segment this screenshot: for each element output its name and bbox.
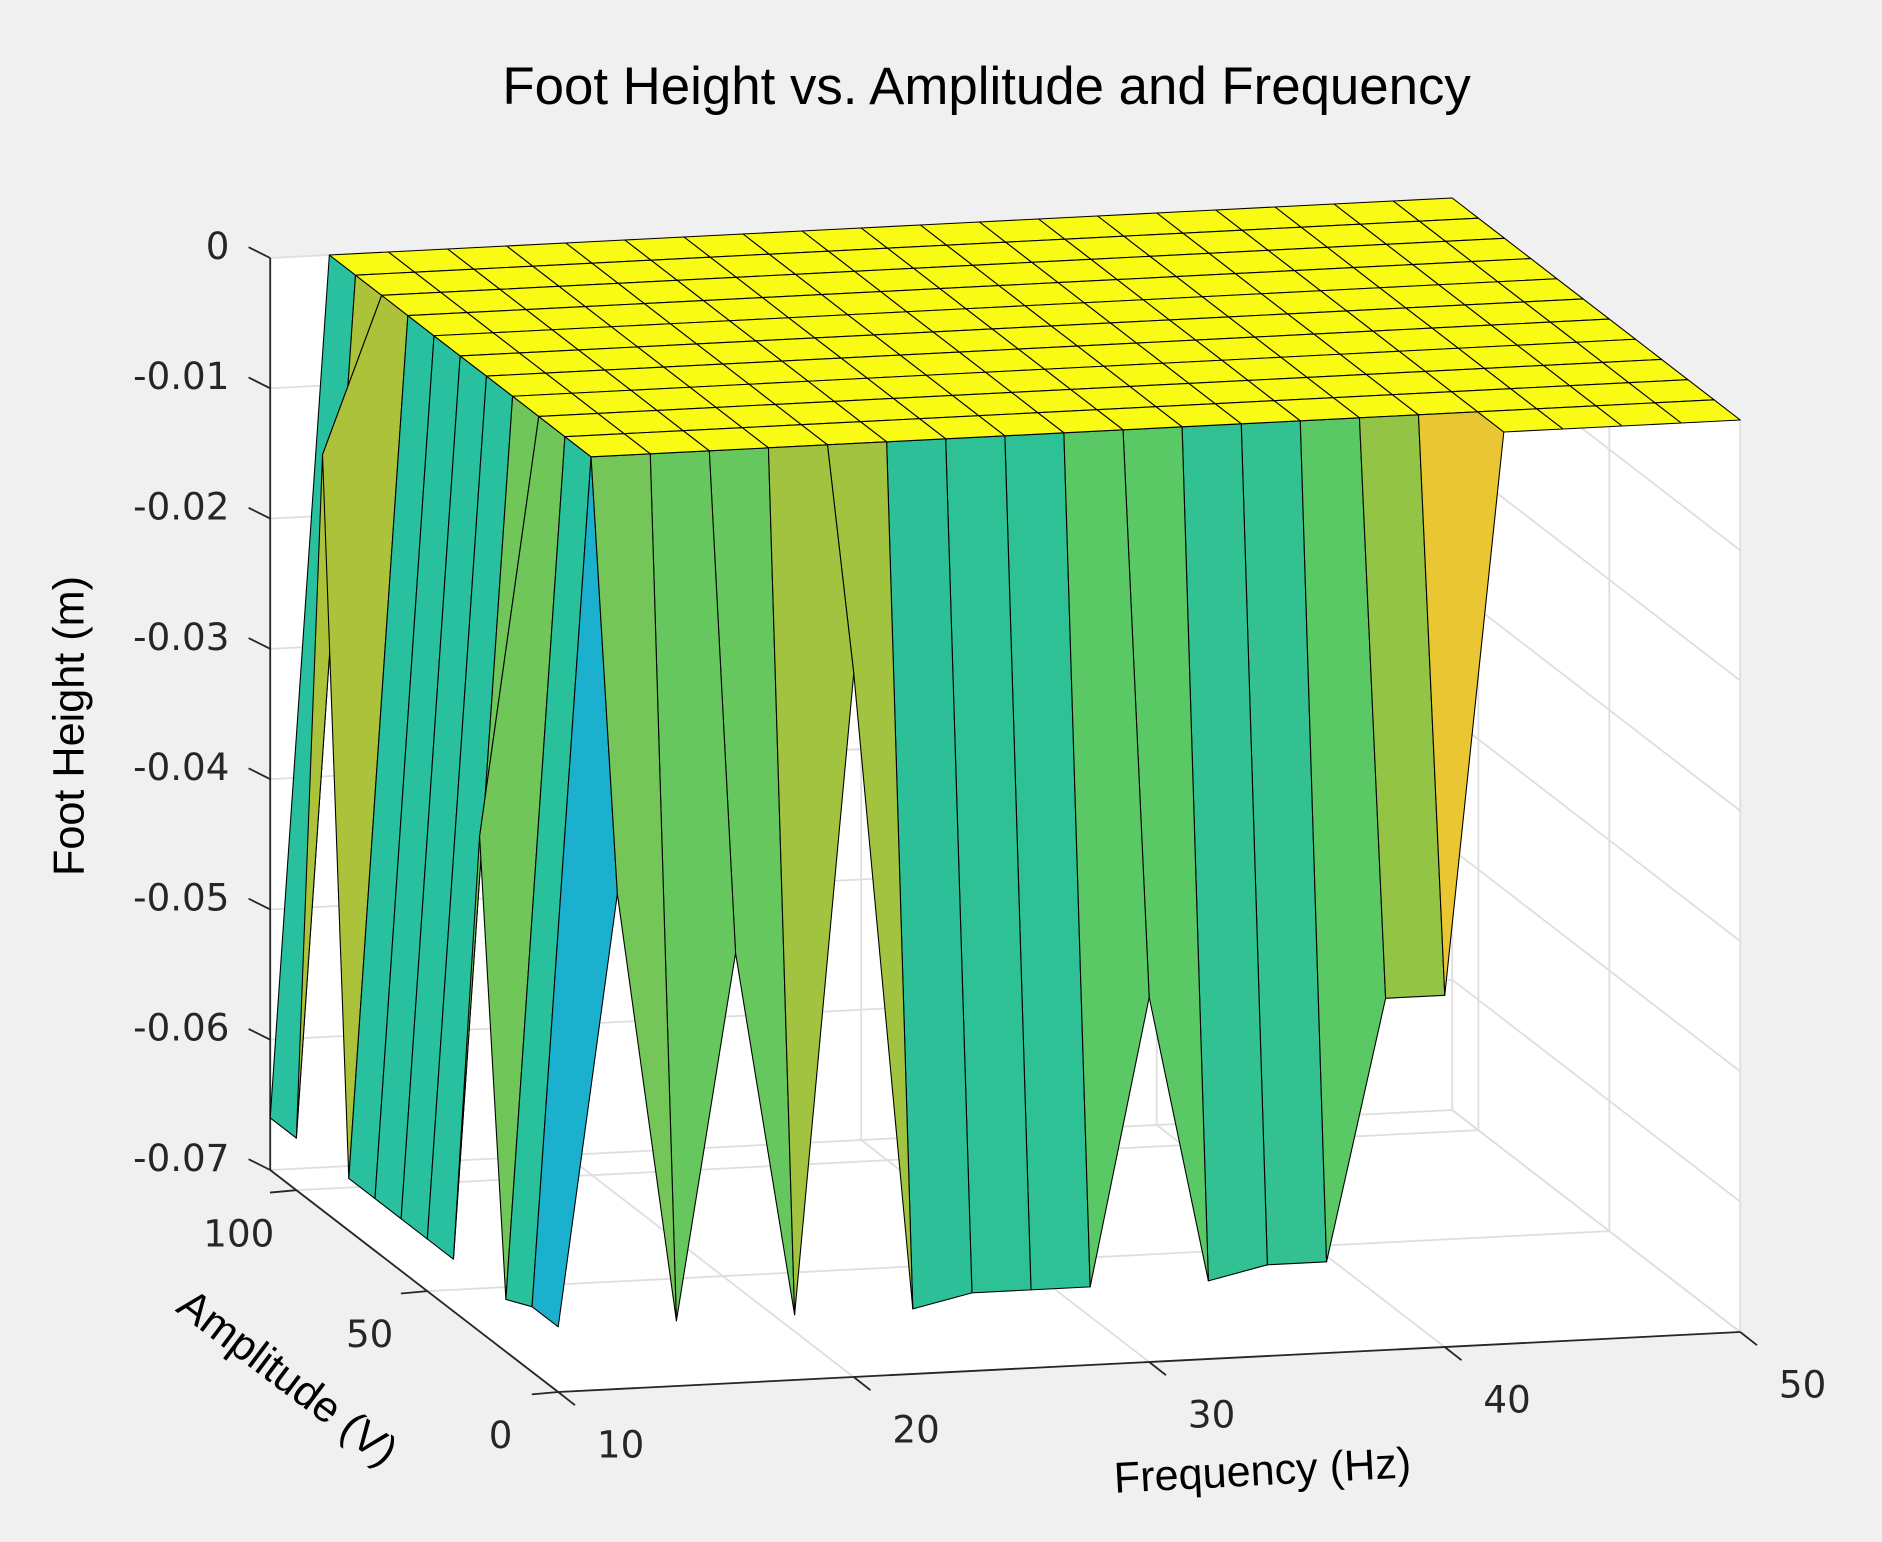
z-tick bbox=[248, 637, 271, 650]
chart-title: Foot Height vs. Amplitude and Frequency bbox=[502, 57, 1471, 116]
z-tick-label: -0.07 bbox=[133, 1136, 229, 1180]
z-tick-label: -0.03 bbox=[133, 615, 229, 659]
grid-line bbox=[1451, 848, 1741, 1073]
x-tick bbox=[557, 1391, 576, 1406]
x-tick bbox=[853, 1376, 872, 1391]
z-tick bbox=[248, 376, 271, 390]
grid-line bbox=[1451, 979, 1741, 1203]
x-tick bbox=[1148, 1361, 1167, 1376]
z-tick-label: -0.05 bbox=[133, 875, 229, 919]
z-tick-label: -0.01 bbox=[133, 354, 229, 398]
y-tick bbox=[269, 1189, 297, 1194]
x-tick-label: 10 bbox=[597, 1423, 644, 1467]
x-tick-label: 40 bbox=[1483, 1378, 1530, 1422]
x-tick-label: 20 bbox=[892, 1408, 939, 1452]
surface-face bbox=[564, 433, 651, 458]
y-tick-label: 50 bbox=[346, 1312, 393, 1356]
axis-line bbox=[269, 1169, 559, 1393]
surface-face bbox=[767, 444, 855, 1316]
z-tick bbox=[248, 767, 271, 780]
x-tick-label: 50 bbox=[1779, 1363, 1826, 1407]
z-tick bbox=[248, 506, 271, 520]
z-tick bbox=[248, 1158, 271, 1171]
z-tick bbox=[248, 1028, 271, 1041]
z-tick bbox=[248, 897, 271, 911]
z-tick bbox=[248, 246, 271, 259]
grid-line bbox=[1451, 718, 1741, 942]
z-axis-label: Foot Height (m) bbox=[46, 576, 94, 876]
y-tick-label: 0 bbox=[489, 1413, 513, 1457]
z-tick-label: 0 bbox=[206, 224, 230, 268]
y-tick bbox=[531, 1391, 559, 1396]
z-tick-label: -0.06 bbox=[133, 1006, 229, 1050]
x-tick-label: 30 bbox=[1188, 1393, 1235, 1437]
grid-line bbox=[1451, 1109, 1741, 1333]
x-tick bbox=[1739, 1331, 1758, 1346]
y-tick bbox=[400, 1290, 428, 1295]
grid-line bbox=[565, 1154, 855, 1378]
z-tick-label: -0.04 bbox=[133, 745, 229, 789]
side-wall bbox=[1452, 198, 1741, 1332]
y-tick-label: 100 bbox=[203, 1211, 274, 1255]
z-tick-label: -0.02 bbox=[133, 484, 229, 528]
x-tick bbox=[1444, 1346, 1463, 1361]
grid-line bbox=[1451, 457, 1741, 682]
axis-line bbox=[558, 1331, 1741, 1393]
grid-line bbox=[1451, 588, 1741, 812]
surface-face bbox=[1477, 408, 1564, 433]
